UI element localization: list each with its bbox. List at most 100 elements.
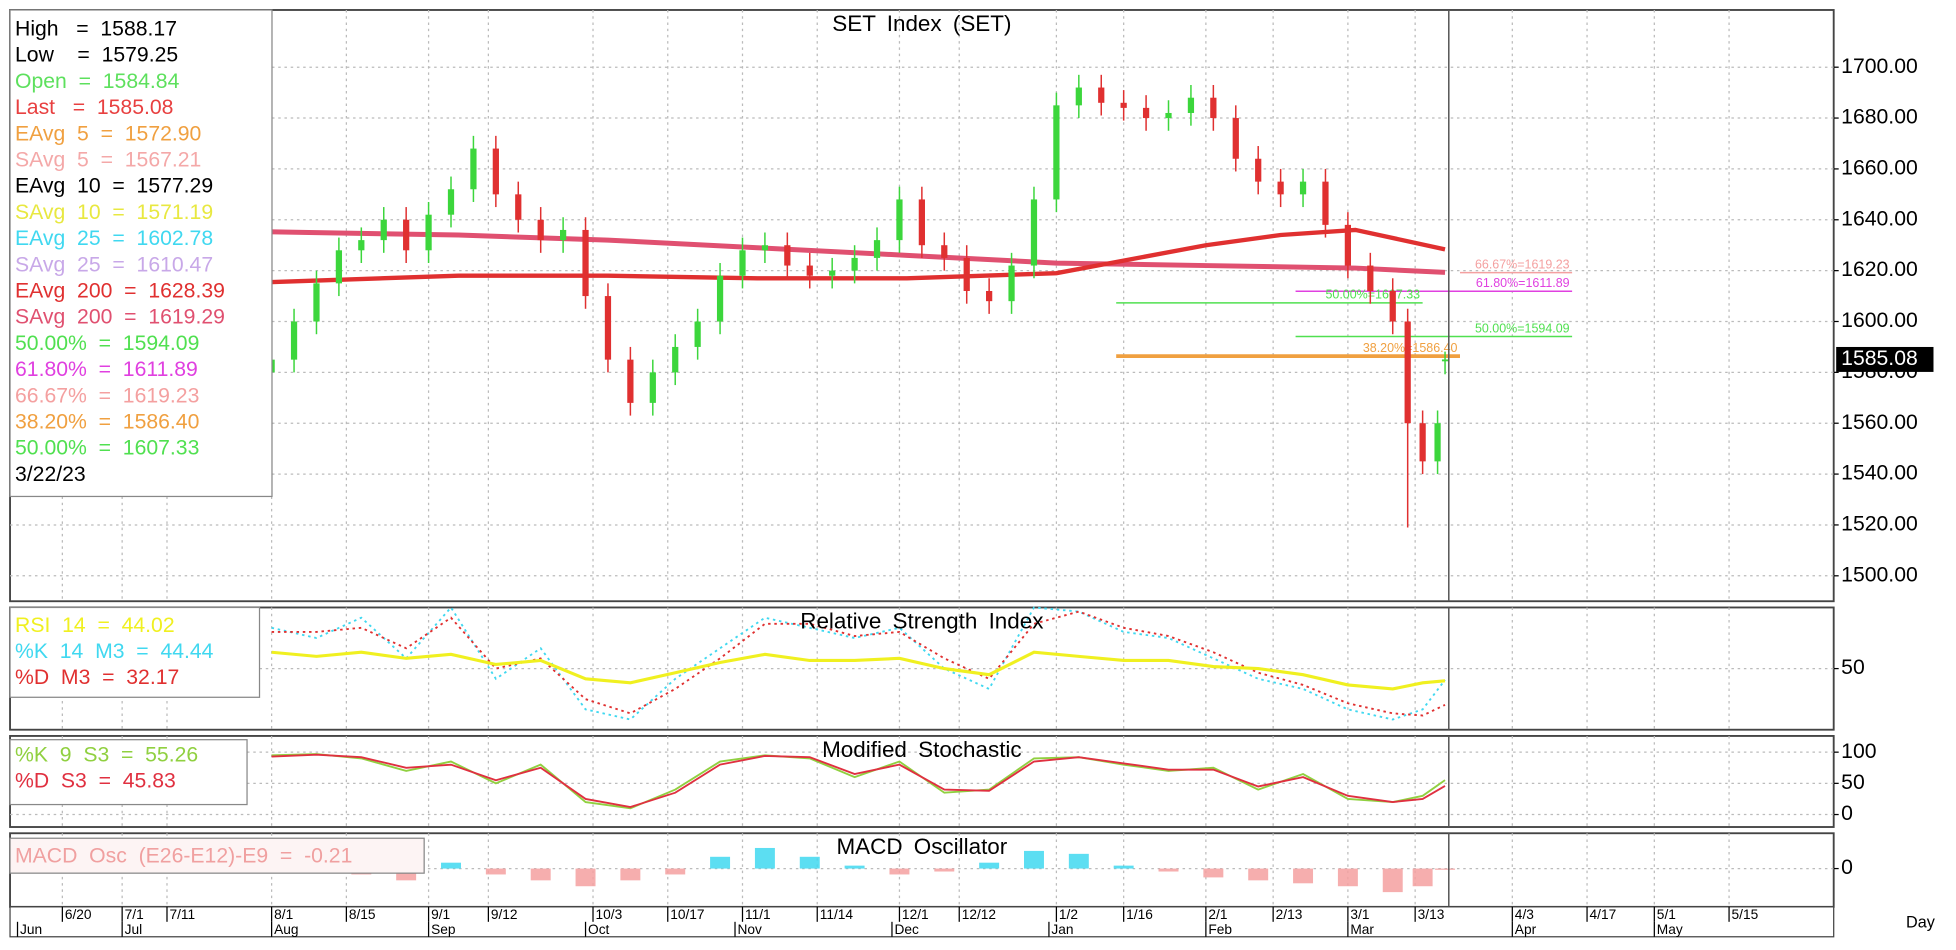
x-tick-label: 11/1	[745, 907, 771, 922]
panel-title: Modified Stochastic	[822, 737, 1022, 762]
x-tick-label: 4/17	[1590, 907, 1617, 922]
histogram-bar	[889, 868, 910, 875]
x-tick-label: 12/1	[902, 907, 929, 922]
legend-box	[9, 837, 425, 874]
y-tick-label: 1700.00	[1841, 55, 1918, 78]
candle-body	[358, 240, 365, 251]
x-tick-label: 7/11	[169, 907, 195, 922]
retracement-label: 50.00%=1594.09	[1475, 321, 1570, 335]
x-tick-label: 2/1	[1208, 907, 1227, 922]
legend-entry: 38.20% = 1586.40	[15, 410, 199, 433]
y-tick-label: 0	[1841, 802, 1853, 825]
legend-entry: High = 1588.17	[15, 18, 177, 41]
legend-entry: MACD Osc (E26-E12)-E9 = -0.21	[15, 845, 352, 868]
month-label: Jan	[1051, 922, 1073, 937]
x-tick-label: 3/13	[1418, 907, 1445, 922]
histogram-bar	[1293, 868, 1314, 884]
retracement-label: 61.80%=1611.89	[1476, 276, 1570, 290]
y-tick-label: 1640.00	[1841, 207, 1918, 230]
histogram-bar	[1412, 868, 1433, 887]
candle-body	[1419, 423, 1426, 462]
y-tick-label: 50	[1841, 771, 1865, 794]
candle-body	[403, 219, 410, 251]
legend-box	[9, 606, 261, 698]
x-tick-label: 4/3	[1515, 907, 1534, 922]
candle-body	[739, 250, 746, 276]
y-tick-label: 1540.00	[1841, 462, 1918, 485]
candle-body	[335, 250, 343, 284]
candle-body	[1232, 118, 1239, 159]
x-tick-label: 1/2	[1059, 907, 1078, 922]
panel-frame	[9, 9, 1835, 603]
x-tick-label: 11/14	[820, 907, 854, 922]
x-tick-label: 9/12	[491, 907, 518, 922]
legend-entry: EAvg 200 = 1628.39	[15, 279, 225, 302]
candle-body	[716, 275, 724, 322]
candle-body	[492, 148, 499, 195]
month-label: Jun	[20, 922, 42, 937]
candle-body	[1053, 105, 1060, 200]
candle-body	[1142, 107, 1150, 119]
candle-body	[672, 346, 679, 373]
x-tick-label: 1/16	[1126, 907, 1153, 922]
legend-box	[9, 9, 273, 498]
y-tick-label: 100	[1841, 740, 1876, 763]
legend-entry: Last = 1585.08	[15, 96, 173, 119]
candle-body	[313, 283, 320, 322]
histogram-bar	[1248, 868, 1269, 881]
month-label: Apr	[1515, 922, 1537, 937]
legend-entry: SAvg 5 = 1567.21	[15, 149, 201, 172]
histogram-bar	[1113, 865, 1134, 869]
x-axis-label: Day	[1906, 913, 1936, 931]
legend-entry: 61.80% = 1611.89	[15, 358, 198, 381]
histogram-bar	[1435, 868, 1456, 870]
y-tick-label: 1680.00	[1841, 106, 1918, 129]
legend-entry: %D S3 = 45.83	[15, 770, 176, 793]
candle-body	[425, 214, 432, 251]
candle-body	[1322, 181, 1329, 225]
histogram-bar	[575, 868, 596, 887]
candle-body	[941, 245, 948, 258]
x-tick-label: 9/1	[431, 907, 450, 922]
x-tick-label: 12/12	[962, 907, 996, 922]
histogram-bar	[530, 868, 551, 881]
legend-entry: RSI 14 = 44.02	[15, 614, 175, 637]
candle-body	[380, 219, 387, 241]
histogram-bar	[1068, 853, 1089, 869]
panel-frame	[9, 735, 1835, 828]
histogram-bar	[485, 868, 506, 875]
candle-body	[896, 199, 903, 241]
legend-entry: EAvg 25 = 1602.78	[15, 227, 213, 250]
legend-entry: 66.67% = 1619.23	[15, 384, 199, 407]
candle-body	[1404, 321, 1411, 424]
x-tick-label: 10/17	[670, 907, 704, 922]
y-tick-label: 0	[1841, 856, 1853, 879]
histogram-bar	[1023, 850, 1044, 869]
candle-body	[1187, 97, 1195, 113]
panel-title: Relative Strength Index	[800, 608, 1043, 633]
legend-entry: 50.00% = 1594.09	[15, 332, 199, 355]
candle-body	[1441, 359, 1449, 362]
x-tick-label: 5/1	[1657, 907, 1676, 922]
panel-title: MACD Oscillator	[836, 834, 1007, 859]
candle-body	[1030, 199, 1038, 266]
candle-body	[537, 219, 544, 241]
y-tick-label: 50	[1841, 656, 1865, 679]
series-line	[271, 753, 1446, 809]
month-label: Sep	[431, 922, 456, 937]
candle-body	[873, 240, 881, 258]
histogram-bar	[396, 868, 417, 881]
retracement-label: 66.67%=1619.23	[1475, 257, 1570, 271]
legend-entry: Open = 1584.84	[15, 70, 180, 93]
x-tick-label: 2/13	[1276, 907, 1303, 922]
y-tick-label: 1620.00	[1841, 258, 1918, 281]
histogram-bar	[934, 868, 955, 872]
candle-body	[963, 257, 970, 291]
histogram-bar	[1158, 868, 1179, 872]
histogram-bar	[620, 868, 641, 881]
candle-body	[784, 245, 791, 266]
histogram-bar	[979, 862, 1000, 869]
legend-entry: %K 14 M3 = 44.44	[15, 640, 214, 663]
last-value-box	[1836, 346, 1934, 372]
y-tick-label: 1500.00	[1841, 563, 1918, 586]
